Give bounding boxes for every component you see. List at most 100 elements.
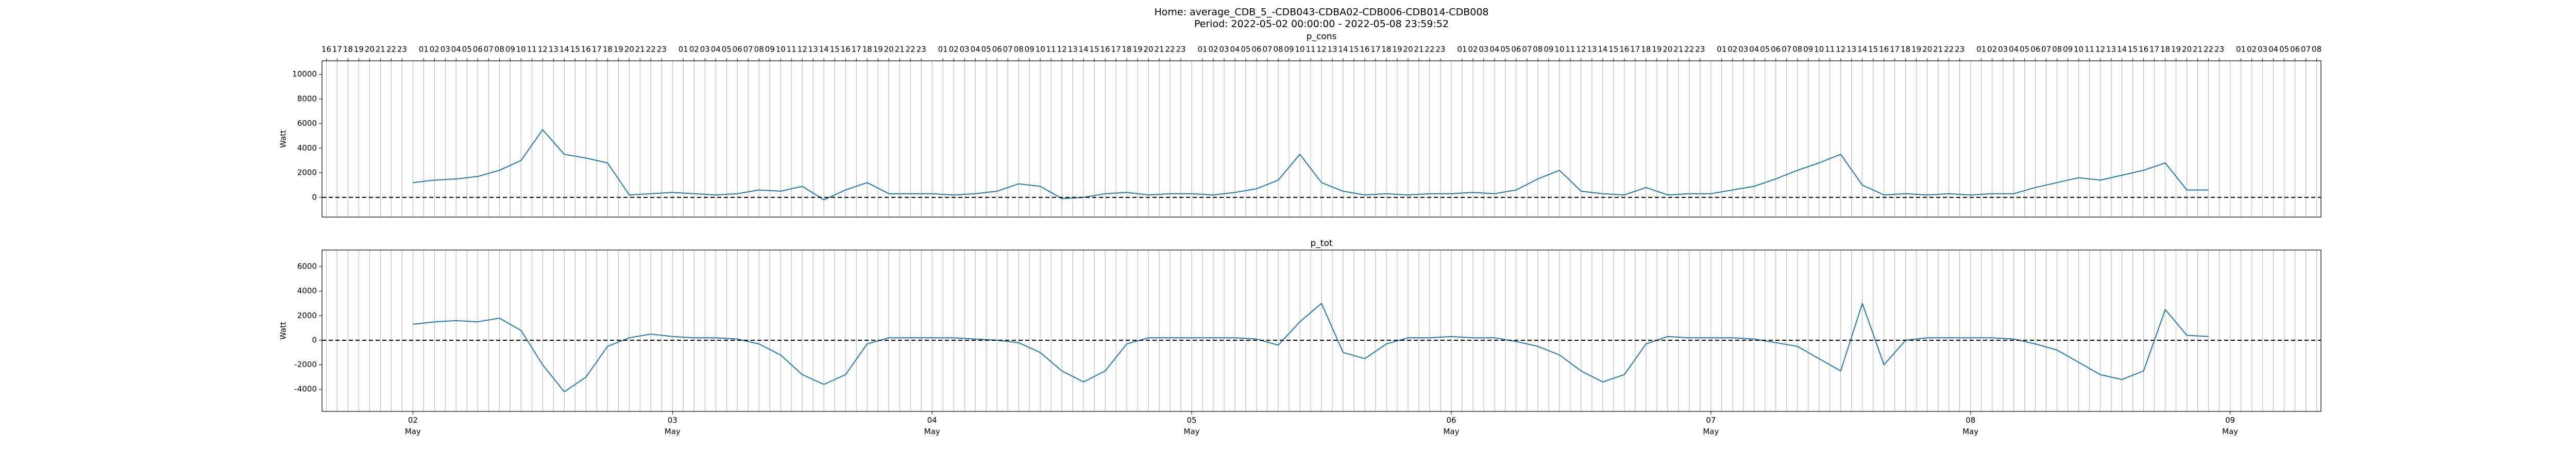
- x2-tick-label: 04: [1230, 45, 1240, 54]
- x2-tick-label: 03: [440, 45, 450, 54]
- x2-tick-label: 05: [1500, 45, 1510, 54]
- x2-tick-label: 06: [1511, 45, 1521, 54]
- x2-tick-label: 06: [1771, 45, 1781, 54]
- x2-tick-label: 07: [743, 45, 753, 54]
- x2-tick-label: 01: [1198, 45, 1208, 54]
- x2-tick-label: 08: [1792, 45, 1802, 54]
- x2-tick-label: 10: [1036, 45, 1045, 54]
- x2-tick-label: 08: [495, 45, 504, 54]
- x2-tick-label: 22: [386, 45, 396, 54]
- x2-tick-label: 15: [1090, 45, 1099, 54]
- x2-tick-label: 16: [1879, 45, 1889, 54]
- y-tick-label: 0: [312, 192, 317, 202]
- x2-tick-label: 09: [1284, 45, 1294, 54]
- x2-tick-label: 21: [1414, 45, 1423, 54]
- x2-tick-label: 01: [679, 45, 688, 54]
- x2-tick-label: 18: [1122, 45, 1132, 54]
- x2-tick-label: 12: [1316, 45, 1326, 54]
- x2-tick-label: 17: [1630, 45, 1640, 54]
- x2-tick-label: 15: [1868, 45, 1878, 54]
- x2-tick-label: 03: [1479, 45, 1488, 54]
- x2-tick-label: 20: [624, 45, 634, 54]
- x2-tick-label: 22: [1425, 45, 1434, 54]
- x2-tick-label: 12: [1576, 45, 1586, 54]
- x2-tick-label: 20: [2182, 45, 2192, 54]
- x-tick-label: 03 May: [665, 416, 681, 436]
- x2-tick-label: 21: [376, 45, 385, 54]
- x2-tick-label: 14: [1598, 45, 1607, 54]
- x2-tick-label: 23: [2214, 45, 2224, 54]
- x2-tick-label: 04: [2009, 45, 2019, 54]
- y-tick-label: 10000: [292, 70, 317, 79]
- x2-tick-label: 23: [917, 45, 926, 54]
- x2-tick-label: 01: [2236, 45, 2246, 54]
- x-tick-label: 08 May: [1962, 416, 1978, 436]
- x2-tick-label: 04: [711, 45, 721, 54]
- panel-title: p_cons: [1307, 31, 1337, 42]
- x2-tick-label: 09: [1803, 45, 1813, 54]
- x2-tick-label: 13: [1327, 45, 1337, 54]
- x2-tick-label: 01: [1457, 45, 1467, 54]
- x2-tick-label: 16: [1360, 45, 1369, 54]
- x2-tick-label: 11: [2084, 45, 2094, 54]
- x2-tick-label: 21: [1933, 45, 1943, 54]
- x2-tick-label: 09: [1544, 45, 1553, 54]
- x2-tick-label: 11: [1046, 45, 1056, 54]
- x2-tick-label: 23: [1955, 45, 1964, 54]
- x2-tick-label: 21: [635, 45, 645, 54]
- x2-tick-label: 18: [862, 45, 872, 54]
- x2-tick-label: 04: [1489, 45, 1499, 54]
- x2-tick-label: 15: [1608, 45, 1618, 54]
- x2-tick-label: 19: [1133, 45, 1143, 54]
- x2-tick-label: 14: [1079, 45, 1089, 54]
- x2-tick-label: 20: [1144, 45, 1154, 54]
- x2-tick-label: 19: [873, 45, 883, 54]
- x2-tick-label: 03: [1738, 45, 1748, 54]
- x2-tick-label: 04: [971, 45, 980, 54]
- x2-tick-label: 08: [1533, 45, 1543, 54]
- x2-tick-label: 04: [1749, 45, 1759, 54]
- x2-tick-label: 19: [1911, 45, 1921, 54]
- x2-tick-label: 09: [505, 45, 515, 54]
- x2-tick-label: 05: [2020, 45, 2029, 54]
- x2-tick-label: 19: [2171, 45, 2181, 54]
- x2-tick-label: 08: [1273, 45, 1283, 54]
- x2-tick-label: 02: [1208, 45, 1218, 54]
- x2-tick-label: 20: [1663, 45, 1672, 54]
- x2-tick-label: 21: [1673, 45, 1683, 54]
- x2-tick-label: 02: [689, 45, 699, 54]
- x2-tick-label: 01: [1717, 45, 1726, 54]
- x2-tick-label: 12: [1057, 45, 1067, 54]
- figure-subtitle: Period: 2022-05-02 00:00:00 - 2022-05-08…: [1194, 19, 1449, 30]
- x2-tick-label: 16: [1619, 45, 1629, 54]
- x2-tick-label: 06: [733, 45, 742, 54]
- x-tick-label: 04 May: [924, 416, 940, 436]
- x2-tick-label: 11: [1825, 45, 1835, 54]
- x2-tick-label: 04: [451, 45, 461, 54]
- x2-tick-label: 21: [895, 45, 905, 54]
- x2-tick-label: 17: [2149, 45, 2159, 54]
- x2-tick-label: 18: [2160, 45, 2170, 54]
- x2-tick-label: 06: [992, 45, 1002, 54]
- x2-tick-label: 07: [2301, 45, 2311, 54]
- x2-tick-label: 17: [332, 45, 342, 54]
- x2-tick-label: 23: [657, 45, 667, 54]
- x2-tick-label: 10: [1814, 45, 1824, 54]
- x2-tick-label: 10: [2074, 45, 2083, 54]
- x2-tick-label: 07: [484, 45, 494, 54]
- x2-tick-label: 19: [1652, 45, 1662, 54]
- x2-tick-label: 11: [527, 45, 537, 54]
- x2-tick-label: 22: [906, 45, 916, 54]
- x2-tick-label: 09: [765, 45, 775, 54]
- x2-tick-label: 07: [1522, 45, 1532, 54]
- x2-tick-label: 16: [2139, 45, 2148, 54]
- x2-tick-label: 08: [1014, 45, 1024, 54]
- x2-tick-label: 02: [1987, 45, 1997, 54]
- x2-tick-label: 21: [2193, 45, 2202, 54]
- x2-tick-label: 18: [1641, 45, 1651, 54]
- x-tick-label: 02 May: [405, 416, 421, 436]
- x2-tick-label: 11: [1565, 45, 1575, 54]
- series-line: [413, 129, 2209, 201]
- y-tick-label: -4000: [294, 385, 317, 394]
- y-tick-label: 6000: [297, 262, 317, 271]
